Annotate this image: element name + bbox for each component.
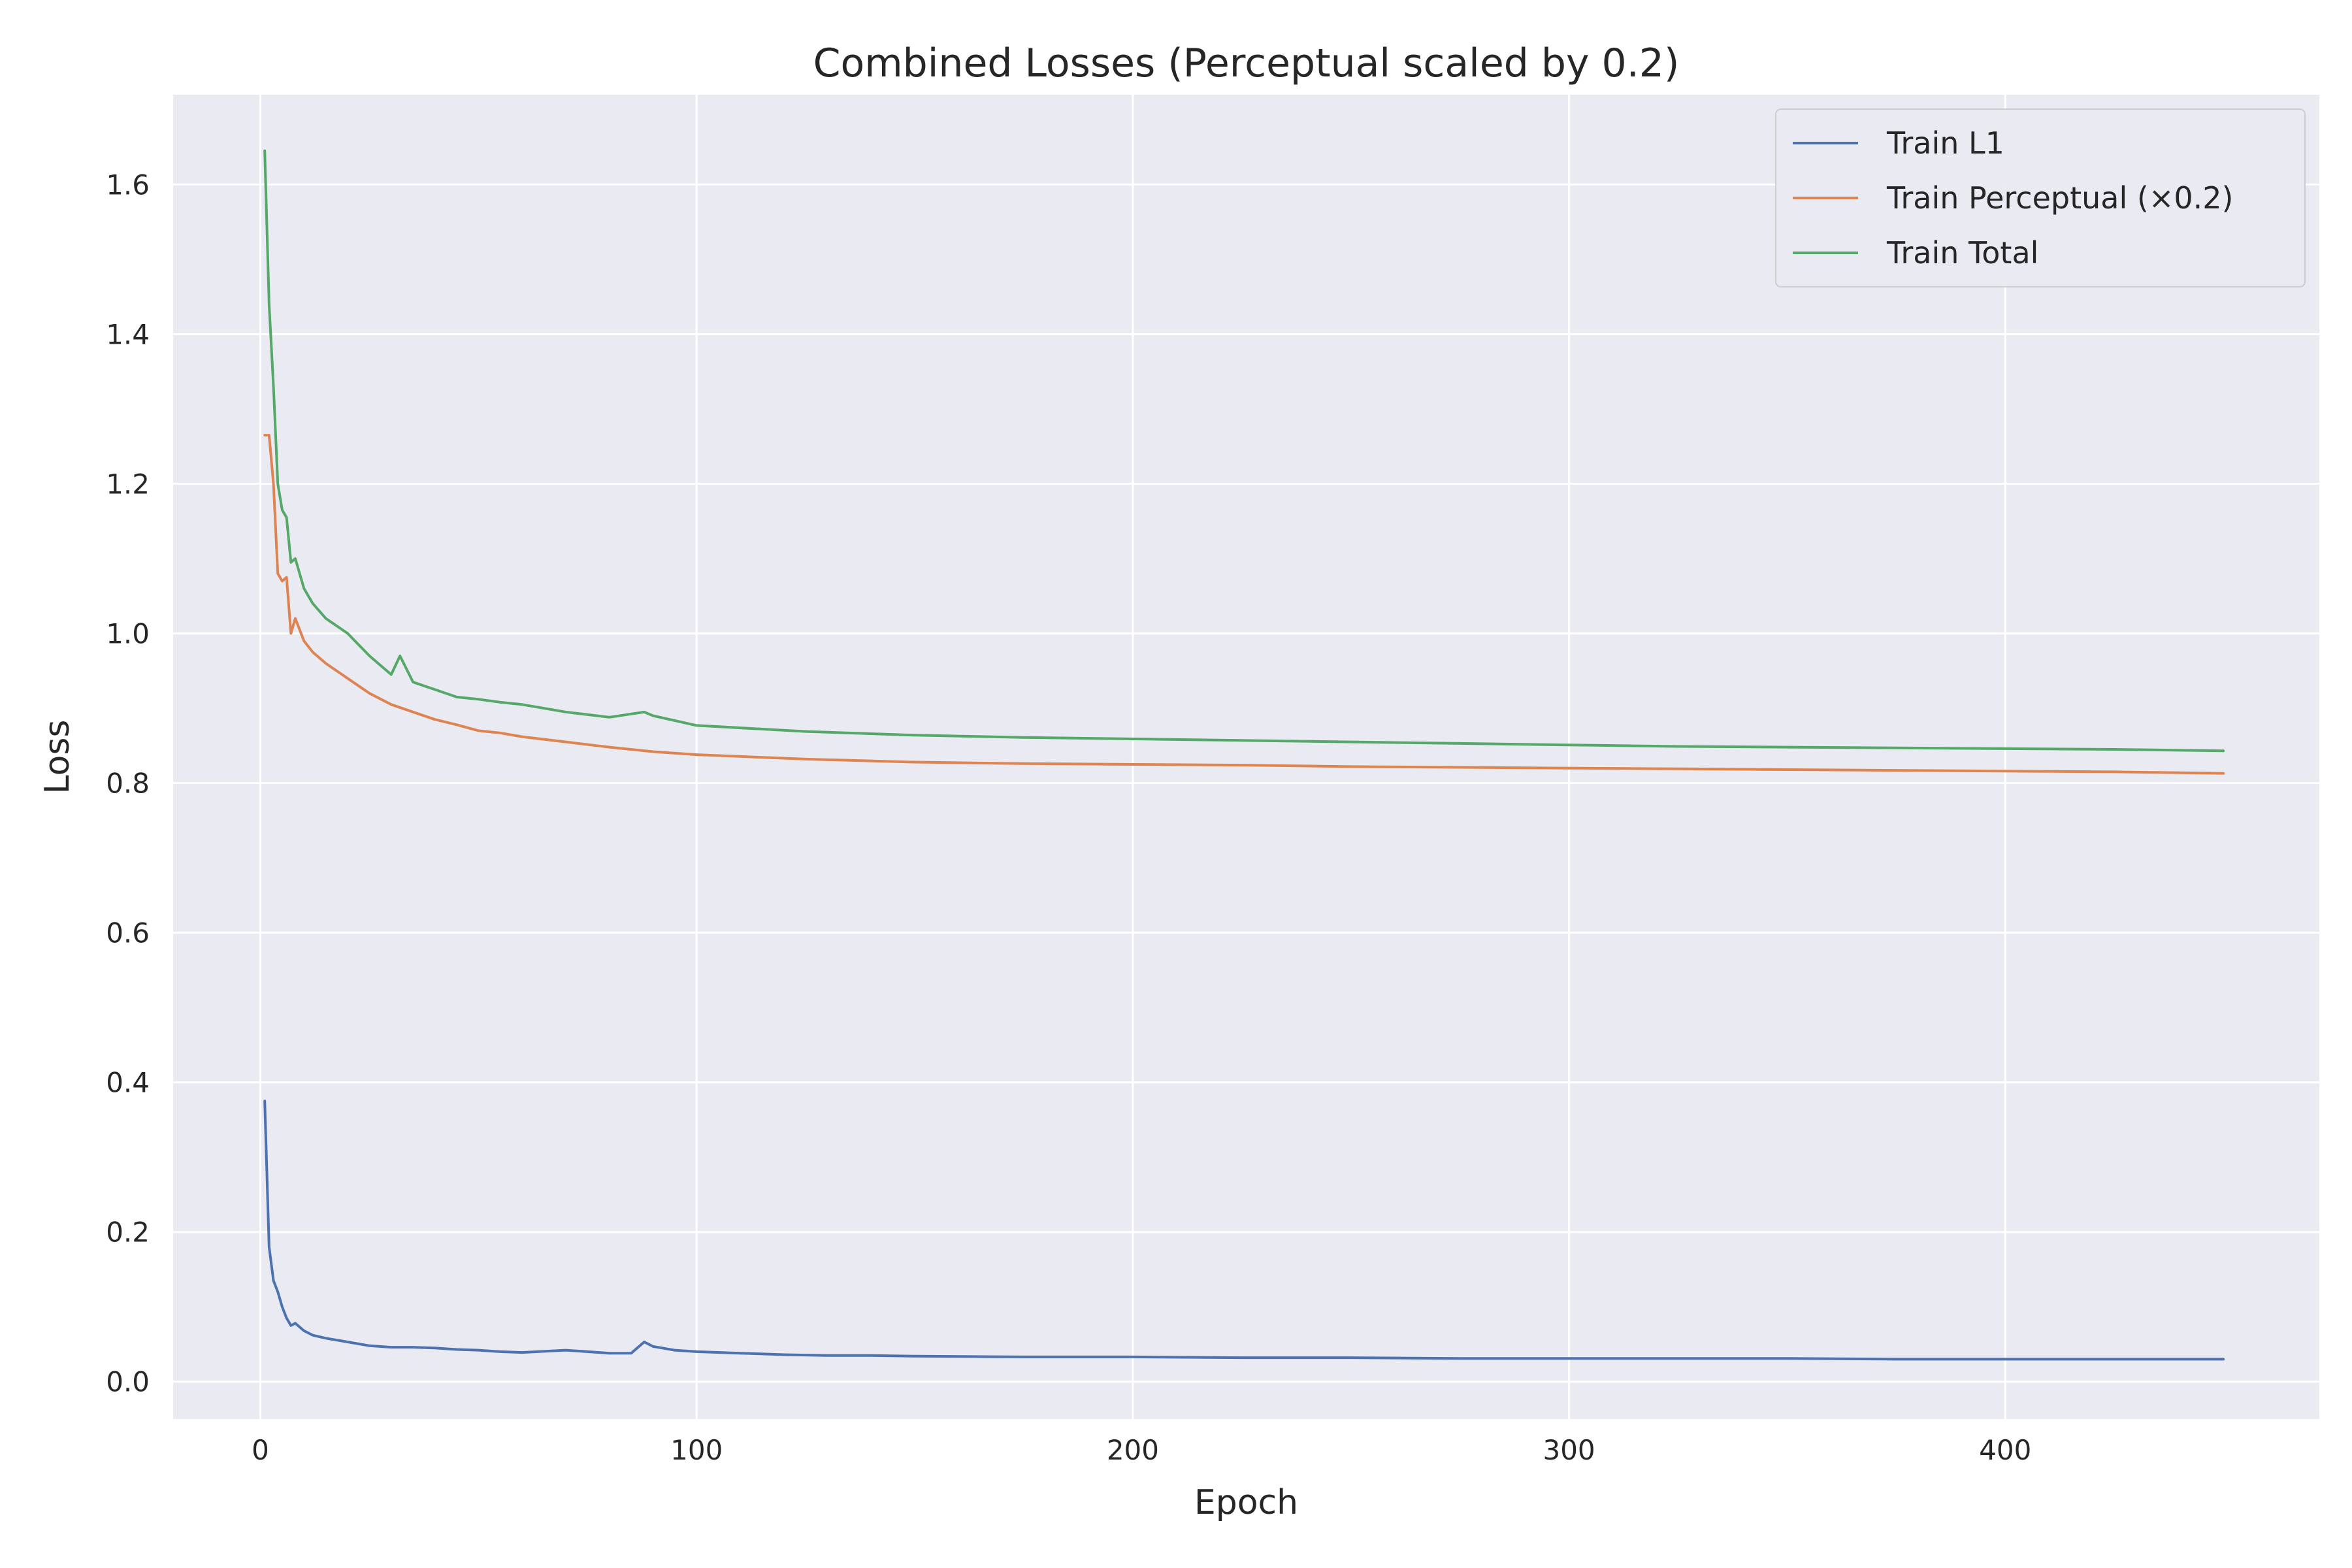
y-tick-label: 1.2 <box>106 468 150 500</box>
x-tick-label: 400 <box>1979 1434 2031 1466</box>
series-line-2 <box>263 434 2225 775</box>
legend: Train L1 Train Perceptual (×0.2) Train Tot… <box>1775 108 2306 287</box>
plot-area <box>173 95 2319 1419</box>
tick-labels: 0 100 200 300 400 0.0 0.2 0.4 0.6 0.8 1.0 1.2 1.4 1.6 <box>106 169 2031 1466</box>
y-tick-label: 0.4 <box>106 1067 150 1099</box>
chart-title: Combined Losses (Perceptual scaled by 0.… <box>813 41 1680 86</box>
series-lines <box>263 149 2225 1361</box>
y-tick-label: 0.2 <box>106 1217 150 1249</box>
x-tick-label: 300 <box>1543 1434 1595 1466</box>
series-line-3 <box>263 149 2225 753</box>
legend-label: Train Total <box>1886 235 2038 270</box>
y-tick-label: 1.4 <box>106 318 150 350</box>
y-axis-label: Loss <box>38 719 77 794</box>
legend-label: Train L1 <box>1886 125 2004 161</box>
legend-label: Train Perceptual (×0.2) <box>1886 180 2233 216</box>
y-tick-label: 0.6 <box>106 917 150 949</box>
y-tick-label: 1.0 <box>106 618 150 650</box>
legend-box <box>1775 108 2306 287</box>
y-tick-label: 0.8 <box>106 768 150 800</box>
x-tick-label: 100 <box>670 1434 723 1466</box>
y-tick-label: 0.0 <box>106 1366 150 1398</box>
y-tick-label: 1.6 <box>106 169 150 201</box>
x-tick-label: 0 <box>252 1434 269 1466</box>
series-line-1 <box>263 1100 2225 1361</box>
x-tick-label: 200 <box>1107 1434 1159 1466</box>
x-axis-label: Epoch <box>1194 1483 1298 1522</box>
grid-lines <box>173 95 2319 1419</box>
